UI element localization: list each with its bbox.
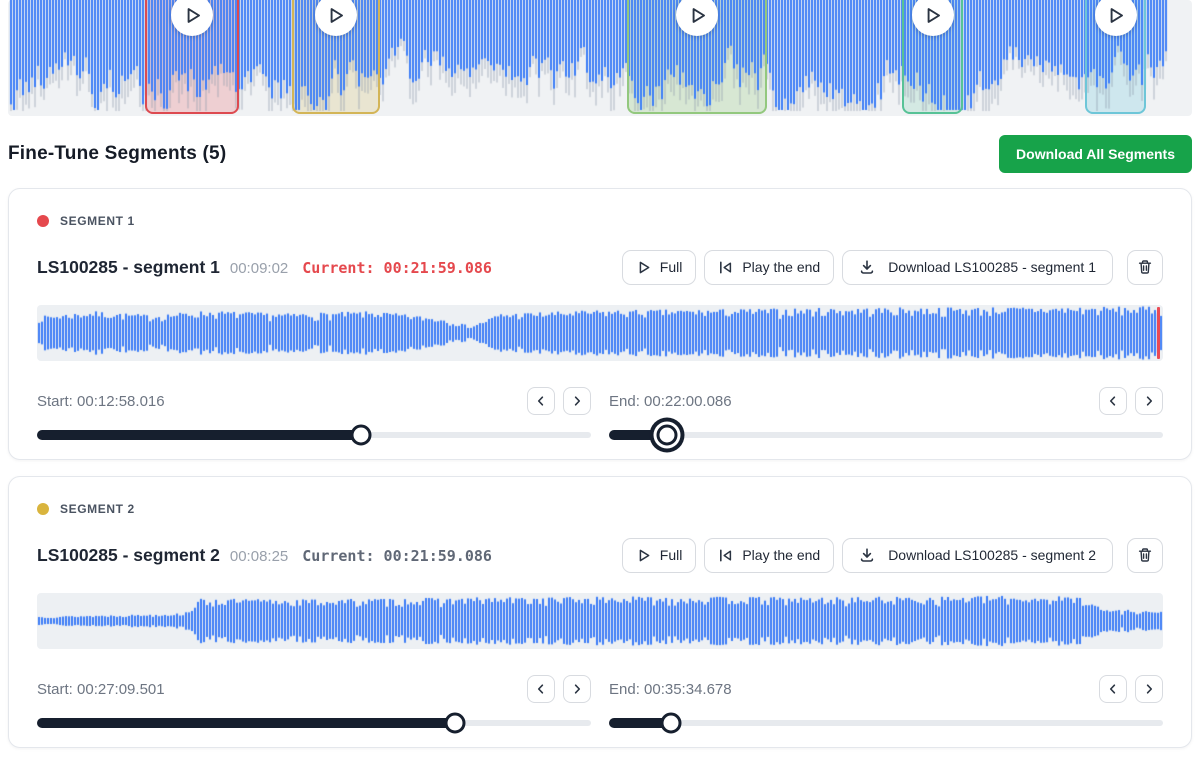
end-time-label: End: 00:35:34.678: [609, 680, 732, 698]
play-icon: [1110, 7, 1124, 23]
trash-icon: [1138, 548, 1152, 562]
segment-waveform[interactable]: [37, 593, 1163, 649]
play-full-button[interactable]: Full: [621, 249, 697, 285]
region-border-segment-2: [292, 0, 380, 114]
segment-duration: 00:09:02: [229, 259, 289, 277]
end-increment-button[interactable]: [1135, 387, 1163, 415]
region-play-button-segment-5[interactable]: [1094, 0, 1137, 36]
start-slider[interactable]: [37, 711, 591, 735]
start-time-label: Start: 00:27:09.501: [37, 680, 165, 698]
segment-title: LS100285 - segment 2: [37, 544, 220, 565]
start-time-label: Start: 00:12:58.016: [37, 392, 165, 410]
end-increment-button[interactable]: [1135, 675, 1163, 703]
end-slider[interactable]: [609, 711, 1163, 735]
play-icon: [639, 549, 650, 561]
segment-duration: 00:08:25: [229, 547, 289, 565]
chevron-right-icon: [1146, 396, 1153, 406]
segment-color-dot: [37, 503, 49, 515]
chevron-left-icon: [537, 684, 544, 694]
download-segment-button[interactable]: Download LS100285 - segment 1: [842, 249, 1113, 285]
segment-current-time: Current: 00:21:59.086: [302, 258, 492, 277]
chevron-right-icon: [574, 396, 581, 406]
chevron-left-icon: [537, 396, 544, 406]
segment-waveform-canvas: [37, 305, 1163, 361]
segment-waveform[interactable]: [37, 305, 1163, 361]
segment-label: SEGMENT 2: [60, 502, 135, 516]
segment-tag: SEGMENT 1: [37, 213, 1163, 229]
region-play-button-segment-1[interactable]: [171, 0, 214, 36]
start-increment-button[interactable]: [563, 675, 591, 703]
segment-tag: SEGMENT 2: [37, 501, 1163, 517]
end-slider-handle[interactable]: [660, 712, 682, 734]
region-border-segment-5: [1085, 0, 1146, 114]
download-icon: [860, 548, 874, 562]
download-all-button[interactable]: Download All Segments: [999, 135, 1192, 173]
start-slider-handle[interactable]: [350, 424, 372, 446]
play-icon: [187, 7, 200, 23]
segment-current-time: Current: 00:21:59.086: [302, 546, 492, 565]
end-slider-handle[interactable]: [656, 424, 678, 446]
start-decrement-button[interactable]: [527, 387, 555, 415]
play-icon: [692, 7, 705, 23]
start-decrement-button[interactable]: [527, 675, 555, 703]
segment-card-2: SEGMENT 2 LS100285 - segment 2 00:08:25 …: [8, 476, 1192, 748]
page-title: Fine-Tune Segments (5): [8, 143, 227, 164]
play-full-button[interactable]: Full: [621, 537, 697, 573]
segment-waveform-canvas: [37, 593, 1163, 649]
delete-segment-button[interactable]: [1127, 249, 1163, 285]
region-border-segment-1: [145, 0, 239, 114]
start-slider[interactable]: [37, 423, 591, 447]
download-icon: [860, 260, 874, 274]
play-the-end-button[interactable]: Play the end: [704, 249, 835, 285]
region-play-button-segment-2[interactable]: [314, 0, 357, 36]
play-icon: [331, 7, 344, 23]
download-segment-button[interactable]: Download LS100285 - segment 2: [842, 537, 1113, 573]
skip-to-start-icon: [720, 261, 732, 273]
delete-segment-button[interactable]: [1127, 537, 1163, 573]
chevron-right-icon: [1146, 684, 1153, 694]
trash-icon: [1138, 260, 1152, 274]
segment-color-dot: [37, 215, 49, 227]
chevron-right-icon: [574, 684, 581, 694]
skip-to-start-icon: [720, 549, 732, 561]
region-border-segment-4: [901, 0, 964, 114]
start-slider-handle[interactable]: [444, 712, 466, 734]
region-play-button-segment-3[interactable]: [676, 0, 719, 36]
region-play-button-segment-4[interactable]: [911, 0, 954, 36]
chevron-left-icon: [1109, 684, 1116, 694]
end-decrement-button[interactable]: [1099, 675, 1127, 703]
chevron-left-icon: [1109, 396, 1116, 406]
play-icon: [639, 261, 650, 273]
header-row: Fine-Tune Segments (5) Download All Segm…: [8, 134, 1192, 174]
region-border-segment-3: [627, 0, 767, 114]
playhead-cursor: [1157, 307, 1160, 359]
end-decrement-button[interactable]: [1099, 387, 1127, 415]
segment-card-1: SEGMENT 1 LS100285 - segment 1 00:09:02 …: [8, 188, 1192, 460]
play-the-end-button[interactable]: Play the end: [704, 537, 835, 573]
segment-label: SEGMENT 1: [60, 214, 135, 228]
start-increment-button[interactable]: [563, 387, 591, 415]
play-icon: [927, 7, 941, 23]
segment-title: LS100285 - segment 1: [37, 256, 220, 277]
end-slider[interactable]: [609, 423, 1163, 447]
end-time-label: End: 00:22:00.086: [609, 392, 732, 410]
overview-waveform[interactable]: [8, 0, 1192, 116]
segment-cards: SEGMENT 1 LS100285 - segment 1 00:09:02 …: [8, 188, 1192, 760]
